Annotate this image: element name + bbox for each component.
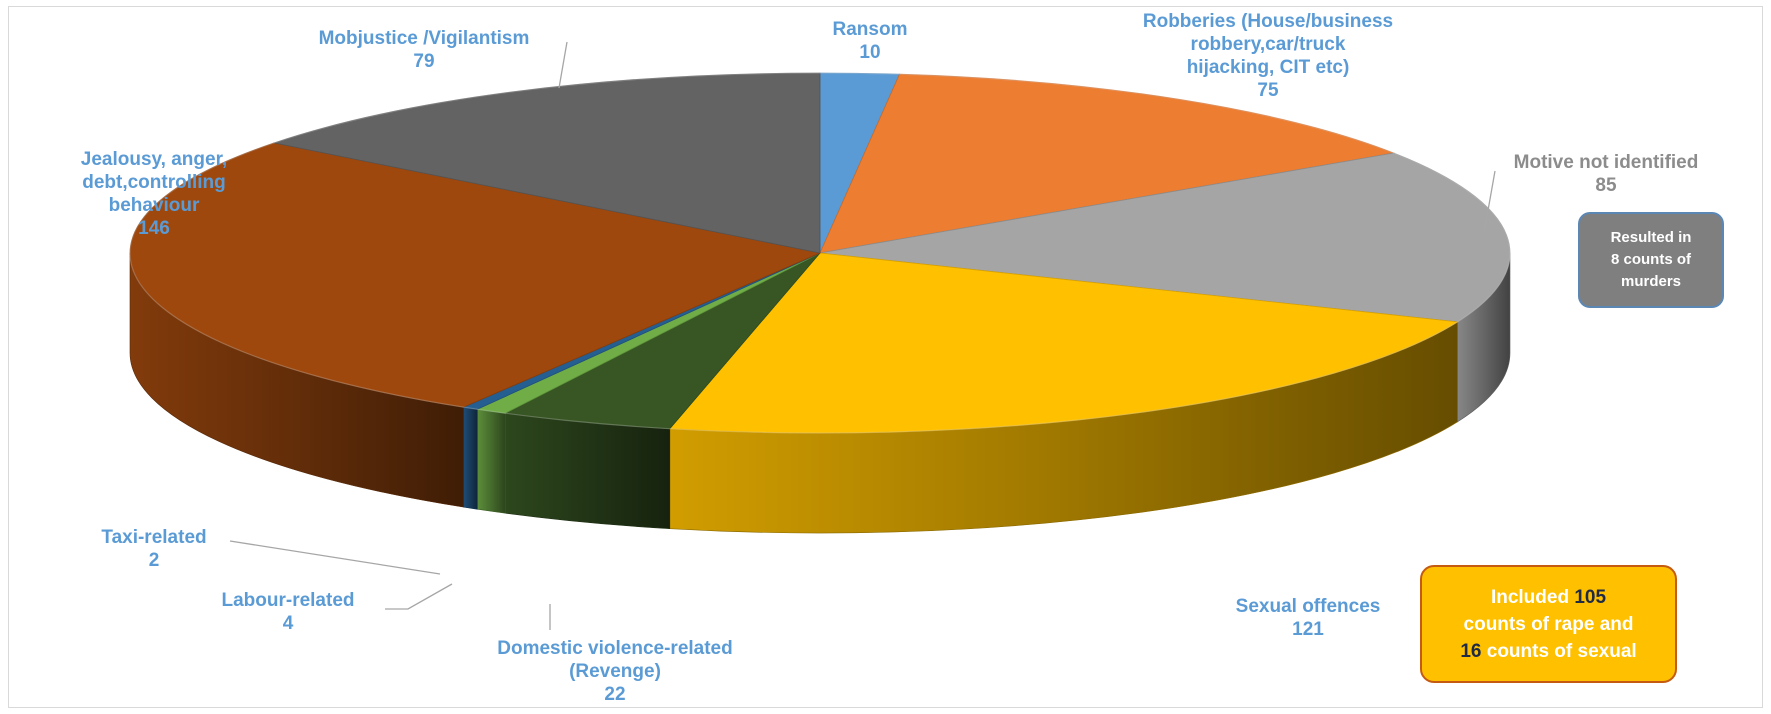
pie-slice-robberies-house-business-robbery-car-truck-hijacking-cit-etc bbox=[819, 73, 1396, 254]
label-jealousy-line3: behaviour bbox=[108, 195, 200, 216]
annotation-sexual-offences: Included 105 counts of rape and 16 count… bbox=[1420, 565, 1677, 683]
annotation-murders-line3: murders bbox=[1620, 273, 1682, 290]
label-robberies: Robberies (House/business robbery,car/tr… bbox=[1118, 10, 1418, 102]
label-robberies-line3: hijacking, CIT etc) bbox=[1186, 57, 1350, 78]
leader-motive bbox=[1483, 170, 1496, 234]
label-domestic-violence: Domestic violence-related (Revenge) 22 bbox=[430, 637, 800, 706]
label-motive-name: Motive not identified bbox=[1513, 152, 1699, 173]
annotation-sexual-line2: counts of rape and bbox=[1463, 613, 1634, 635]
label-jealousy-line2: debt,controlling bbox=[82, 172, 226, 193]
label-taxi-value: 2 bbox=[148, 550, 160, 571]
label-robberies-value: 75 bbox=[1257, 80, 1279, 101]
label-sexual-value: 121 bbox=[1292, 619, 1324, 640]
leader-lines bbox=[229, 41, 1496, 630]
pie-slice-mobjustice-vigilantism bbox=[272, 72, 821, 254]
annotation-sexual-line1: Included 105 bbox=[1491, 584, 1606, 611]
label-sexual-name: Sexual offences bbox=[1235, 596, 1381, 617]
label-taxi-name: Taxi-related bbox=[101, 527, 207, 548]
label-mobjustice-value: 79 bbox=[413, 51, 435, 72]
pie-slice-sexual-offences bbox=[668, 252, 1459, 434]
pie-slices bbox=[129, 72, 1511, 434]
pie-side-labour-related bbox=[477, 408, 506, 514]
leader-mobjustice bbox=[558, 41, 568, 89]
pie-slice-motive-not-identified bbox=[819, 152, 1511, 323]
label-ransom-name: Ransom bbox=[832, 19, 908, 40]
label-sexual-offences: Sexual offences 121 bbox=[1198, 595, 1418, 641]
label-ransom: Ransom 10 bbox=[790, 18, 950, 64]
label-labour: Labour-related 4 bbox=[178, 589, 398, 635]
pie-side-walls bbox=[129, 252, 1511, 534]
label-domestic-line2: (Revenge) bbox=[569, 661, 661, 682]
label-mobjustice-name: Mobjustice /Vigilantism bbox=[318, 28, 530, 49]
pie-slice-domestic-violence-related-revenge bbox=[504, 252, 821, 430]
label-motive-not-identified: Motive not identified 85 bbox=[1486, 151, 1726, 197]
label-ransom-value: 10 bbox=[859, 42, 881, 63]
label-jealousy-value: 146 bbox=[138, 218, 170, 239]
label-robberies-line2: robbery,car/truck bbox=[1190, 34, 1346, 55]
label-robberies-line1: Robberies (House/business bbox=[1142, 11, 1394, 32]
annotation-murders-line1: Resulted in bbox=[1610, 229, 1692, 246]
pie-slice-jealousy-anger-debt-controlling-behaviour bbox=[129, 142, 822, 408]
annotation-sexual-line3: 16 counts of sexual bbox=[1460, 638, 1636, 665]
label-labour-value: 4 bbox=[282, 613, 294, 634]
label-domestic-line1: Domestic violence-related bbox=[497, 638, 733, 659]
label-labour-name: Labour-related bbox=[221, 590, 355, 611]
label-jealousy-line1: Jealousy, anger, bbox=[80, 149, 228, 170]
label-taxi: Taxi-related 2 bbox=[64, 526, 244, 572]
pie-side-domestic-violence-related-revenge bbox=[505, 412, 671, 530]
pie-rim bbox=[129, 72, 1511, 434]
label-jealousy: Jealousy, anger, debt,controlling behavi… bbox=[34, 148, 274, 240]
annotation-murders-line2: 8 counts of bbox=[1610, 251, 1691, 268]
annotation-suffix: counts of sexual bbox=[1481, 640, 1637, 662]
label-motive-value: 85 bbox=[1595, 175, 1617, 196]
label-domestic-value: 22 bbox=[604, 684, 626, 705]
annotation-prefix: Included bbox=[1490, 586, 1575, 608]
label-mobjustice: Mobjustice /Vigilantism 79 bbox=[264, 27, 584, 73]
annotation-rape-count: 105 bbox=[1574, 586, 1607, 608]
leader-labour bbox=[385, 583, 453, 610]
pie-side-taxi-related bbox=[463, 406, 478, 510]
annotation-murders: Resulted in 8 counts of murders bbox=[1578, 212, 1724, 308]
leader-taxi bbox=[229, 540, 441, 575]
annotation-sexual-count: 16 bbox=[1460, 640, 1482, 662]
